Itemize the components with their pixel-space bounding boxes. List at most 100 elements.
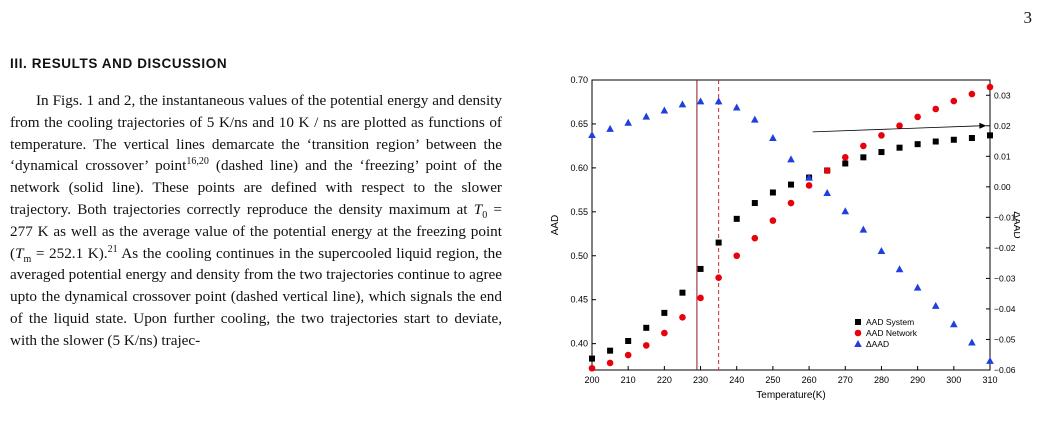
body-paragraph: In Figs. 1 and 2, the instantaneous valu…: [10, 90, 502, 352]
point-triangle: [769, 134, 777, 141]
section-heading: III. RESULTS AND DISCUSSION: [10, 56, 228, 71]
legend-label: ΔAAD: [866, 339, 889, 349]
x-tick-label: 230: [693, 375, 708, 385]
x-tick-label: 210: [621, 375, 636, 385]
x-tick-label: 260: [802, 375, 817, 385]
point-circle: [823, 167, 831, 174]
x-tick-label: 250: [765, 375, 780, 385]
x-tick-label: 310: [982, 375, 997, 385]
point-square: [661, 309, 668, 316]
point-triangle: [588, 130, 596, 138]
point-square: [987, 132, 993, 139]
figure-chart: 200 210 220 230 240 250 260 270 280 290 300 310 0.40…: [550, 75, 1020, 401]
x-tick-label: 270: [838, 375, 853, 385]
point-triangle: [624, 118, 632, 126]
point-triangle: [660, 106, 669, 114]
x-tick-label: 290: [910, 375, 925, 385]
y2-tick-label: 0.02: [994, 121, 1011, 131]
point-circle: [624, 351, 632, 359]
point-circle: [805, 182, 813, 189]
point-triangle: [823, 188, 831, 196]
symbol: T: [15, 244, 24, 262]
legend-marker: [854, 340, 862, 347]
x-tick-label: 220: [657, 375, 672, 385]
arrow-line: [812, 125, 981, 133]
x-tick-label: 240: [729, 375, 744, 385]
y-tick-label: 0.40: [570, 339, 588, 349]
point-circle: [679, 313, 686, 321]
legend-label: AAD System: [866, 317, 914, 327]
point-square: [679, 289, 686, 296]
point-circle: [606, 359, 614, 367]
point-triangle: [751, 115, 759, 123]
arrow-head: [979, 122, 987, 129]
point-triangle: [877, 246, 886, 254]
y2-tick-label: −0.03: [994, 273, 1016, 283]
point-square: [968, 135, 975, 141]
point-square: [625, 338, 632, 344]
point-circle: [878, 132, 885, 139]
point-circle: [896, 122, 903, 129]
point-triangle: [913, 283, 922, 291]
point-circle: [841, 154, 849, 161]
point-circle: [968, 90, 976, 98]
paragraph-text: As the cooling continues in the supercoo…: [10, 244, 502, 349]
y2-tick-label: 0.00: [994, 182, 1011, 192]
point-triangle: [696, 97, 705, 105]
point-triangle: [895, 265, 904, 273]
point-triangle: [859, 225, 868, 233]
point-triangle: [642, 112, 651, 120]
symbol: T: [473, 200, 483, 218]
legend-label: AAD Network: [866, 328, 918, 338]
point-square: [733, 215, 740, 222]
point-square: [860, 154, 867, 161]
point-square: [607, 347, 614, 354]
point-circle: [787, 199, 795, 207]
point-circle: [950, 97, 958, 105]
point-circle: [733, 252, 741, 260]
point-circle: [642, 342, 650, 349]
point-triangle: [606, 124, 614, 132]
x-tick-label: 280: [874, 375, 889, 385]
point-circle: [697, 294, 704, 302]
point-square: [769, 189, 776, 196]
point-square: [788, 181, 794, 188]
citation: 16,20: [186, 156, 209, 168]
page-number: 3: [1023, 8, 1033, 27]
point-square: [950, 136, 957, 143]
point-circle: [588, 364, 596, 372]
point-triangle: [950, 320, 958, 328]
y2-tick-label: 0.01: [994, 151, 1011, 161]
point-square: [932, 138, 939, 145]
point-square: [878, 149, 885, 156]
y-tick-label: 0.70: [570, 75, 588, 85]
x-tick-label: 200: [584, 375, 599, 385]
y-tick-label: 0.50: [570, 251, 588, 261]
point-square: [896, 144, 903, 151]
y-axis-label: AAD: [550, 215, 561, 236]
point-square: [914, 141, 921, 148]
paragraph-text: (dashed line) and the ‘freezing’ point o…: [10, 157, 502, 218]
point-square: [643, 324, 650, 331]
subscript: m: [23, 253, 32, 265]
y-tick-label: 0.55: [570, 207, 588, 217]
point-square: [715, 239, 722, 246]
point-square: [751, 200, 758, 207]
point-triangle: [841, 207, 850, 215]
paragraph-text: In Figs. 1 and 2, the instantaneous valu…: [10, 92, 502, 175]
y-tick-label: 0.60: [570, 163, 588, 173]
point-circle: [715, 274, 722, 282]
point-circle: [769, 217, 777, 224]
point-triangle: [986, 356, 994, 364]
legend-marker: [855, 319, 861, 325]
point-square: [697, 265, 704, 272]
point-circle: [751, 234, 759, 242]
y2-tick-label: −0.04: [994, 304, 1016, 314]
y2-axis-label: ΔAAD: [1011, 211, 1020, 238]
point-triangle: [787, 155, 795, 163]
point-triangle: [714, 97, 723, 105]
point-triangle: [805, 173, 813, 181]
point-triangle: [931, 301, 940, 309]
x-axis-label: Temperature(K): [756, 390, 825, 401]
point-square: [589, 355, 595, 362]
